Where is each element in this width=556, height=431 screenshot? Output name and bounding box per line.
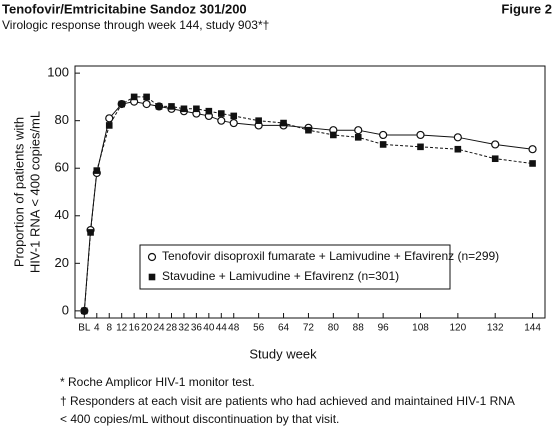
x-tick-label: 12 bbox=[116, 323, 128, 334]
marker bbox=[229, 118, 238, 128]
marker bbox=[130, 93, 138, 101]
x-tick-label: 80 bbox=[328, 323, 340, 334]
marker bbox=[193, 105, 200, 113]
x-tick-label: 108 bbox=[412, 323, 429, 334]
x-tick-label: 48 bbox=[228, 323, 240, 334]
plot-frame bbox=[74, 65, 546, 319]
y-axis-label-line: HIV-1 RNA < 400 copies/mL bbox=[27, 111, 42, 273]
y-tick-label: 60 bbox=[55, 160, 69, 175]
marker bbox=[217, 116, 226, 125]
marker bbox=[354, 126, 363, 135]
y-tick-label: 0 bbox=[62, 302, 69, 317]
x-tick-label: 72 bbox=[303, 323, 315, 334]
marker bbox=[330, 131, 337, 139]
x-tick-label: 16 bbox=[129, 323, 141, 334]
x-tick-label: 28 bbox=[166, 323, 178, 334]
marker bbox=[453, 133, 462, 142]
legend-swatch bbox=[147, 252, 157, 262]
x-tick-label: 32 bbox=[178, 323, 190, 334]
legend-label: Stavudine + Lamivudine + Efavirenz (n=30… bbox=[162, 269, 399, 283]
chart-subtitle: Virologic response through week 144, stu… bbox=[2, 18, 269, 32]
y-axis-label-line: Proportion of patients with bbox=[11, 117, 26, 267]
marker bbox=[230, 112, 238, 120]
marker bbox=[379, 141, 387, 148]
marker bbox=[305, 126, 312, 134]
marker bbox=[529, 160, 536, 167]
footnote: < 400 copies/mL without discontinuation … bbox=[60, 412, 339, 426]
y-tick-label: 100 bbox=[47, 65, 69, 80]
marker bbox=[255, 117, 262, 124]
marker bbox=[105, 122, 113, 129]
chart-title: Tenofovir/Emtricitabine Sandoz 301/200 bbox=[2, 1, 247, 16]
series-line bbox=[83, 96, 533, 311]
footnote: † Responders at each visit are patients … bbox=[60, 394, 515, 408]
footnote: * Roche Amplicor HIV-1 monitor test. bbox=[60, 375, 255, 389]
marker bbox=[155, 103, 163, 110]
x-tick-label: 36 bbox=[191, 323, 203, 334]
x-tick-label: 24 bbox=[153, 323, 165, 334]
marker bbox=[416, 130, 425, 140]
legend-swatch bbox=[148, 273, 156, 281]
marker bbox=[379, 130, 388, 140]
figure-label: Figure 2 bbox=[501, 1, 552, 16]
y-tick-label: 20 bbox=[55, 255, 69, 270]
marker bbox=[142, 99, 151, 109]
marker bbox=[81, 307, 88, 315]
x-tick-label: BL bbox=[78, 323, 91, 334]
marker bbox=[93, 167, 101, 174]
marker bbox=[118, 100, 125, 108]
y-tick-label: 80 bbox=[55, 112, 69, 127]
x-tick-label: 88 bbox=[353, 323, 365, 334]
x-tick-label: 40 bbox=[203, 323, 215, 334]
legend: Tenofovir disoproxil fumarate + Lamivudi… bbox=[139, 244, 499, 290]
x-tick-label: 44 bbox=[216, 323, 228, 334]
x-axis-label: Study week bbox=[249, 346, 317, 361]
legend-marker bbox=[148, 273, 156, 281]
marker bbox=[143, 93, 150, 101]
marker bbox=[491, 155, 499, 163]
x-tick-label: 120 bbox=[450, 323, 467, 334]
legend-label: Tenofovir disoproxil fumarate + Lamivudi… bbox=[162, 249, 499, 263]
y-tick-label: 40 bbox=[55, 207, 69, 222]
marker bbox=[168, 103, 175, 110]
marker bbox=[528, 145, 537, 154]
marker bbox=[217, 110, 225, 117]
marker bbox=[417, 143, 424, 151]
legend-box bbox=[139, 244, 451, 290]
x-tick-label: 144 bbox=[524, 323, 541, 334]
y-axis-label: Proportion of patients with HIV-1 RNA < … bbox=[11, 111, 42, 273]
legend-marker bbox=[147, 252, 157, 262]
x-tick-label: 64 bbox=[278, 323, 290, 334]
x-tick-label: 56 bbox=[253, 323, 265, 334]
marker bbox=[280, 119, 287, 127]
marker bbox=[205, 107, 213, 115]
x-tick-label: 96 bbox=[378, 323, 390, 334]
marker bbox=[354, 134, 362, 141]
marker bbox=[87, 229, 94, 236]
marker bbox=[491, 140, 500, 149]
marker bbox=[105, 114, 114, 123]
x-tick-label: 8 bbox=[106, 323, 112, 334]
x-tick-label: 132 bbox=[487, 323, 504, 334]
x-tick-label: 20 bbox=[141, 323, 153, 334]
marker bbox=[454, 145, 462, 153]
marker bbox=[180, 105, 188, 113]
x-tick-label: 4 bbox=[94, 323, 100, 334]
